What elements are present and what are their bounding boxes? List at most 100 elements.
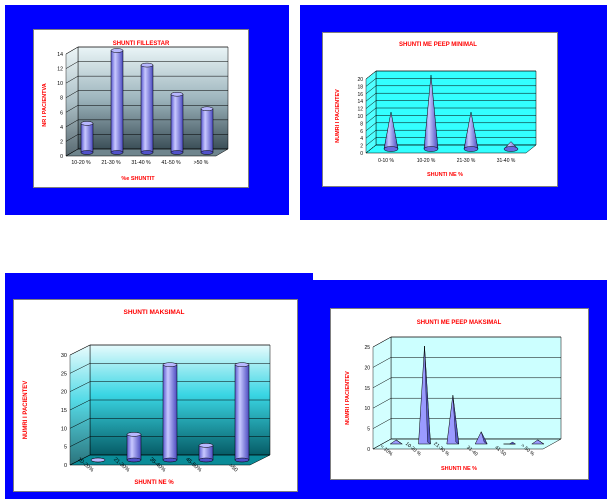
bar-top	[200, 106, 214, 112]
bar-top	[162, 362, 178, 367]
gridline	[372, 377, 561, 389]
gridline	[365, 78, 536, 87]
y-tick-label: 2	[60, 139, 63, 145]
bar-side	[452, 395, 460, 445]
bar-base	[423, 146, 439, 152]
bar-side	[508, 441, 517, 445]
bar-top	[80, 121, 94, 126]
chart-panel-2: 0 2 4 6 8 10 12 14 16 18 20 0-10 % 10-20 % 21-30 % 31-…	[300, 5, 607, 220]
chart-card-1: 0 2 4 6 8 10 12 14 10-20 % 21-30 % 31-40 % 41-50 % >…	[33, 29, 249, 188]
x-tick-label: >50	[228, 463, 239, 474]
chart-panel-1: 0 2 4 6 8 10 12 14 10-20 % 21-30 % 31-40 % 41-50 % >…	[5, 5, 289, 215]
chart-card-3: 0 5 10 15 20 25 30 10-20% 21-30% 35-40% 45-50% >50 S…	[13, 299, 298, 492]
y-tick-label: 30	[61, 353, 67, 359]
x-tick-label: 31-40 %	[497, 158, 516, 164]
y-tick-label: 12	[57, 67, 63, 73]
y-tick-label: 16	[357, 92, 363, 98]
bar-base	[162, 457, 178, 463]
x-tick-label: >50 %	[194, 160, 209, 166]
bar	[162, 364, 178, 461]
gridline	[65, 61, 228, 69]
gridline	[365, 144, 536, 154]
gridline	[365, 85, 536, 94]
gridline	[365, 92, 536, 102]
bar	[200, 108, 214, 153]
y-tick-label: 15	[364, 386, 370, 392]
gridline	[69, 436, 270, 447]
bar-top	[126, 432, 142, 437]
chart-title: SHUNTI ME PEEP MAKSIMAL	[417, 320, 502, 326]
x-axis-label: %e SHUNTIT	[121, 176, 155, 182]
y-tick-label: 12	[357, 107, 363, 113]
chart-panel-3: 0 5 10 15 20 25 30 10-20% 21-30% 35-40% 45-50% >50 S…	[5, 273, 313, 499]
side-wall	[372, 336, 392, 450]
y-tick-label: 14	[357, 99, 363, 105]
y-tick-label: 20	[61, 390, 67, 396]
bar-top	[140, 62, 154, 68]
x-tick-label: 10-20 %	[71, 160, 91, 166]
gridline	[65, 90, 228, 98]
bar	[170, 93, 184, 153]
gridline	[372, 357, 561, 368]
bar-top	[110, 48, 124, 53]
bar	[110, 50, 124, 153]
gridline	[365, 122, 536, 131]
y-tick-label: 8	[60, 96, 63, 102]
bar-base	[200, 150, 214, 155]
gridline	[69, 399, 270, 411]
chart-card-2: 0 2 4 6 8 10 12 14 16 18 20 0-10 % 10-20 % 21-30 % 31-…	[322, 32, 558, 187]
y-tick-label: 10	[357, 114, 363, 120]
y-axis-label: NUMRI I PACIENTEV	[335, 89, 341, 143]
y-tick-label: 25	[364, 345, 370, 351]
x-tick-label: 0-10 %	[378, 158, 394, 164]
bar-base	[383, 146, 399, 152]
y-tick-label: 14	[57, 52, 63, 58]
bar-base	[140, 150, 154, 155]
bar-top	[234, 362, 250, 367]
x-tick-label: 41-50 %	[161, 160, 181, 166]
x-axis-label: SHUNTI NE %	[427, 172, 463, 178]
y-axis-label: NR I PACIENTVA	[42, 83, 48, 127]
y-tick-label: 4	[60, 125, 63, 131]
gridline	[372, 438, 561, 450]
gridline	[372, 397, 561, 409]
gridline	[69, 381, 270, 392]
bar-base	[126, 457, 142, 463]
chart-title: SHUNTI ME PEEP MINIMAL	[399, 42, 477, 48]
gridline	[365, 70, 536, 80]
y-axis-label: NUMRI I PACIENTEV	[345, 371, 351, 425]
y-tick-label: 20	[357, 77, 363, 83]
y-tick-label: 6	[360, 129, 363, 135]
y-tick-label: 0	[360, 151, 363, 157]
y-tick-label: 10	[57, 81, 63, 87]
chart-panel-4: 0 5 10 15 20 25 < 10% 10-20 % 21-30 % 31-40 41-50 >…	[313, 280, 607, 499]
gridline	[65, 46, 228, 55]
x-axis-label: SHUNTI NE %	[134, 480, 174, 486]
y-tick-label: 2	[360, 144, 363, 150]
gridline	[372, 336, 561, 348]
y-tick-label: 5	[367, 427, 370, 433]
chart-title: SHUNTI MAKSIMAL	[123, 309, 184, 316]
bar-base	[198, 457, 214, 463]
y-tick-label: 10	[61, 426, 67, 432]
bar-base	[170, 150, 184, 155]
bar-top	[170, 91, 184, 97]
y-tick-label: 0	[60, 154, 63, 160]
gridline	[365, 100, 536, 109]
gridline	[69, 344, 270, 356]
gridline	[365, 137, 536, 146]
y-tick-label: 25	[61, 371, 67, 377]
gridline	[365, 129, 536, 139]
bar-base	[503, 146, 519, 152]
gridline	[65, 75, 228, 84]
bar-base	[463, 146, 479, 152]
bar	[126, 434, 142, 461]
y-tick-label: 10	[364, 406, 370, 412]
bar-side	[396, 439, 403, 445]
bar-top	[198, 443, 214, 448]
bar-base	[234, 457, 250, 463]
bar	[140, 64, 154, 153]
gridline	[372, 418, 561, 429]
